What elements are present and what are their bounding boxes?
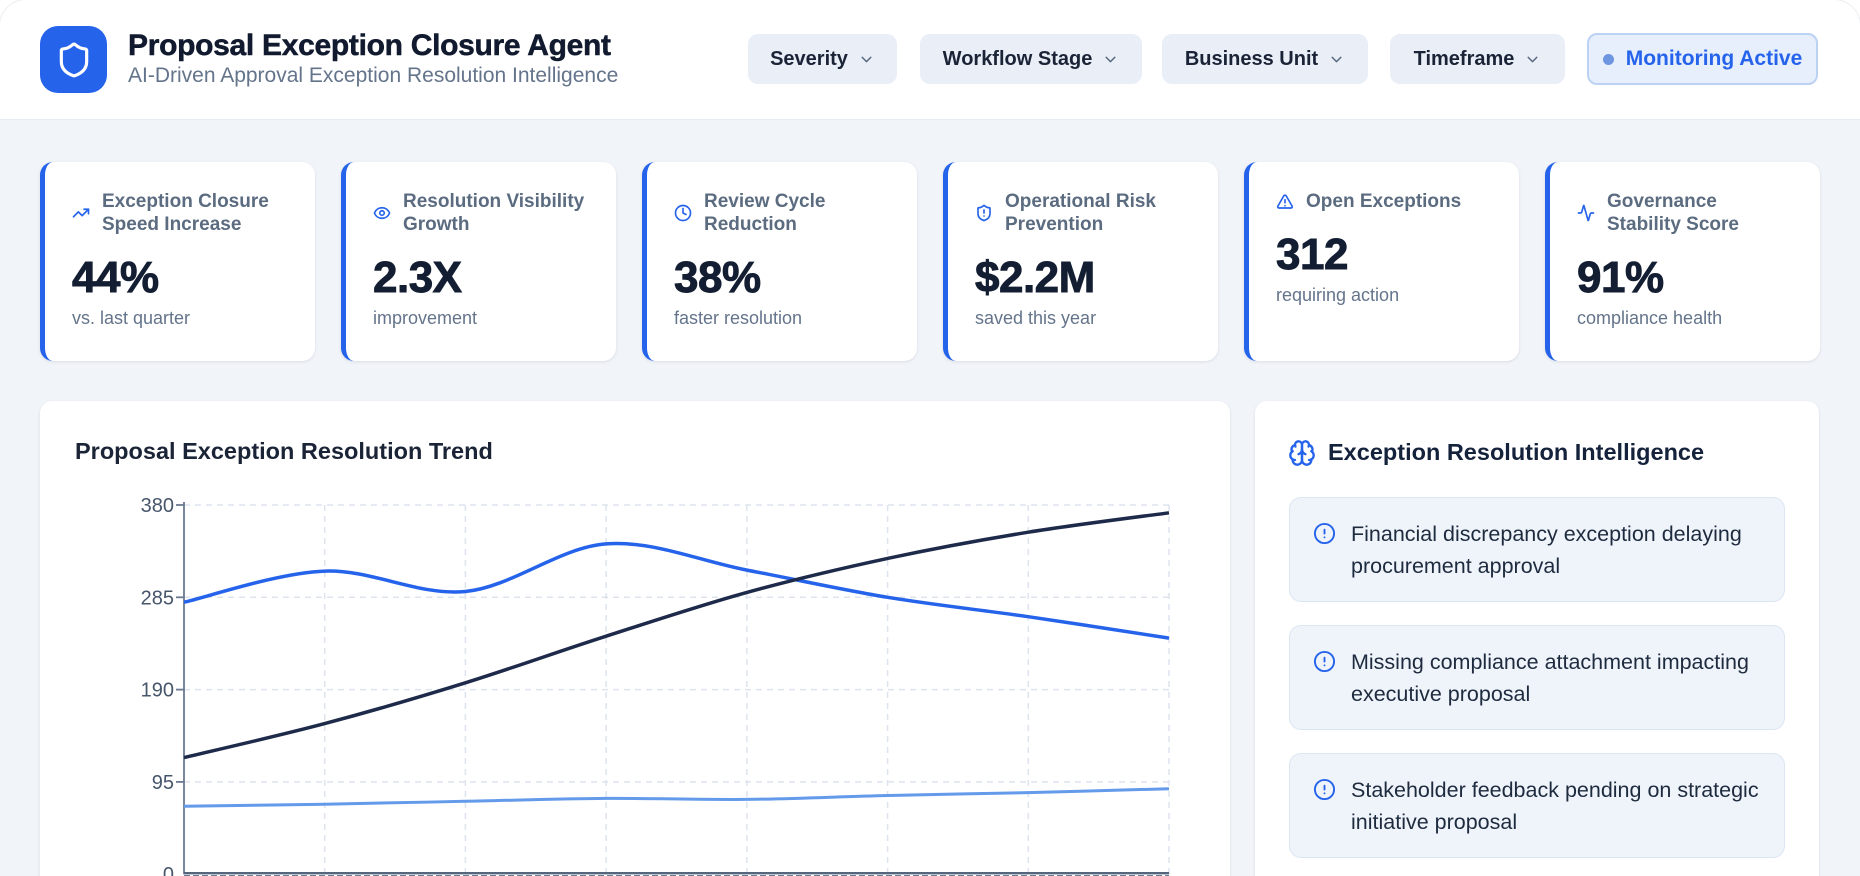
svg-text:95: 95 [152, 772, 174, 794]
svg-text:190: 190 [141, 680, 174, 702]
svg-text:285: 285 [141, 587, 174, 609]
svg-text:0: 0 [163, 864, 174, 876]
svg-text:380: 380 [141, 495, 174, 517]
